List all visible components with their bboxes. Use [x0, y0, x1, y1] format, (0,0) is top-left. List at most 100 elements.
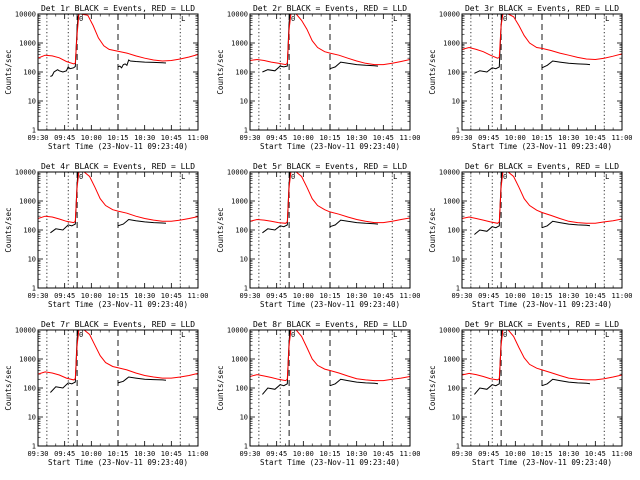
chart-title: Det 3r BLACK = Events, RED = LLD: [465, 4, 619, 13]
x-tick-label: 09:30: [27, 292, 48, 300]
lld-series-line: [38, 14, 198, 65]
series-group: [250, 14, 410, 73]
x-tick-label: 10:00: [81, 450, 102, 458]
x-tick-label: 09:30: [239, 450, 260, 458]
y-tick-label: 1: [32, 285, 36, 293]
x-tick-label: 10:00: [505, 292, 526, 300]
chart-title: Det 8r BLACK = Events, RED = LLD: [253, 320, 407, 329]
plot-frame: [37, 13, 199, 131]
y-tick-label: 1: [244, 443, 248, 451]
x-tick-label: 10:30: [346, 292, 367, 300]
x-tick-label: 11:00: [399, 292, 420, 300]
events-series-line: [541, 220, 591, 229]
x-tick-label: 10:15: [319, 292, 340, 300]
chart-title: Det 9r BLACK = Events, RED = LLD: [465, 320, 619, 329]
x-tick-label: 09:45: [54, 134, 75, 142]
y-tick-label: 10000: [227, 327, 248, 335]
y-tick-label: 1: [456, 443, 460, 451]
x-axis-label: Start Time (23-Nov-11 09:23:40): [472, 300, 612, 309]
x-tick-label: 11:00: [611, 134, 632, 142]
x-tick-label: 10:00: [81, 134, 102, 142]
series-group: [250, 330, 410, 395]
x-tick-label: 10:30: [346, 450, 367, 458]
x-tick-label: 09:45: [54, 450, 75, 458]
y-tick-label: 100: [447, 227, 460, 235]
y-tick-label: 1000: [443, 198, 460, 206]
events-series-line: [117, 218, 167, 227]
events-series-line: [329, 378, 379, 387]
chart-title: Det 6r BLACK = Events, RED = LLD: [465, 162, 619, 171]
attenuator-marker-in: 0: [291, 15, 295, 23]
x-tick-label: 11:00: [399, 450, 420, 458]
series-group: [250, 172, 410, 234]
x-tick-label: 09:30: [239, 134, 260, 142]
y-tick-label: 10: [240, 98, 248, 106]
y-tick-label: 10000: [439, 169, 460, 177]
plot-frame: [461, 171, 623, 289]
lld-series-line: [38, 330, 198, 381]
x-tick-label: 10:45: [373, 450, 394, 458]
x-tick-label: 10:45: [373, 134, 394, 142]
x-tick-label: 09:45: [54, 292, 75, 300]
attenuator-marker-in: 0: [79, 15, 83, 23]
attenuator-marker-out: L: [605, 173, 609, 181]
y-tick-label: 10000: [439, 11, 460, 19]
y-tick-label: 100: [235, 69, 248, 77]
chart-panel-6: Det 6r BLACK = Events, RED = LLD 1 10 100 10…: [428, 162, 633, 309]
lld-series-line: [462, 172, 622, 224]
chart-panel-9: Det 9r BLACK = Events, RED = LLD 1 10 100 10…: [428, 320, 633, 467]
attenuator-marker-out: L: [393, 15, 397, 23]
x-tick-label: 11:00: [611, 292, 632, 300]
attenuator-marker-in: 0: [503, 173, 507, 181]
y-tick-label: 1000: [231, 40, 248, 48]
x-tick-label: 10:00: [505, 134, 526, 142]
x-tick-label: 11:00: [611, 450, 632, 458]
x-tick-label: 11:00: [187, 292, 208, 300]
events-series-line: [117, 376, 167, 384]
y-tick-label: 10: [28, 98, 36, 106]
y-tick-label: 10: [240, 414, 248, 422]
x-tick-label: 10:15: [531, 450, 552, 458]
y-axis-label: Counts/sec: [4, 207, 13, 252]
series-group: [462, 172, 622, 235]
chart-title: Det 5r BLACK = Events, RED = LLD: [253, 162, 407, 171]
x-axis-label: Start Time (23-Nov-11 09:23:40): [472, 142, 612, 151]
y-tick-label: 1: [32, 443, 36, 451]
chart-panel-4: Det 4r BLACK = Events, RED = LLD 1 10 100 10…: [4, 162, 209, 309]
events-series-line: [474, 172, 503, 235]
lld-series-line: [250, 172, 410, 224]
y-axis-label: Counts/sec: [216, 365, 225, 410]
attenuator-marker-in: 0: [79, 173, 83, 181]
x-tick-label: 10:15: [531, 292, 552, 300]
x-tick-label: 10:30: [134, 450, 155, 458]
x-tick-label: 10:15: [319, 134, 340, 142]
x-tick-label: 10:45: [161, 292, 182, 300]
lld-series-line: [38, 172, 198, 224]
x-axis-label: Start Time (23-Nov-11 09:23:40): [472, 458, 612, 467]
chart-panel-5: Det 5r BLACK = Events, RED = LLD 1 10 100 10…: [216, 162, 421, 309]
series-group: [38, 172, 198, 234]
y-tick-label: 100: [23, 69, 36, 77]
events-series-line: [50, 172, 79, 234]
x-axis-label: Start Time (23-Nov-11 09:23:40): [48, 142, 188, 151]
y-tick-label: 1000: [19, 356, 36, 364]
plot-frame: [249, 171, 411, 289]
x-tick-label: 09:30: [451, 134, 472, 142]
x-tick-label: 09:45: [266, 292, 287, 300]
y-tick-label: 10: [452, 414, 460, 422]
y-tick-label: 1000: [19, 198, 36, 206]
x-tick-label: 10:15: [107, 292, 128, 300]
attenuator-marker-in: 0: [291, 173, 295, 181]
x-tick-label: 10:00: [293, 450, 314, 458]
y-tick-label: 100: [447, 69, 460, 77]
x-tick-label: 10:30: [558, 450, 579, 458]
x-axis-label: Start Time (23-Nov-11 09:23:40): [260, 458, 400, 467]
lld-series-line: [462, 330, 622, 381]
attenuator-marker-in: 0: [503, 15, 507, 23]
series-group: [462, 330, 622, 395]
lld-series-line: [250, 14, 410, 66]
x-tick-label: 09:45: [478, 134, 499, 142]
chart-panel-7: Det 7r BLACK = Events, RED = LLD 1 10 100 10…: [4, 320, 209, 467]
x-axis-label: Start Time (23-Nov-11 09:23:40): [48, 458, 188, 467]
